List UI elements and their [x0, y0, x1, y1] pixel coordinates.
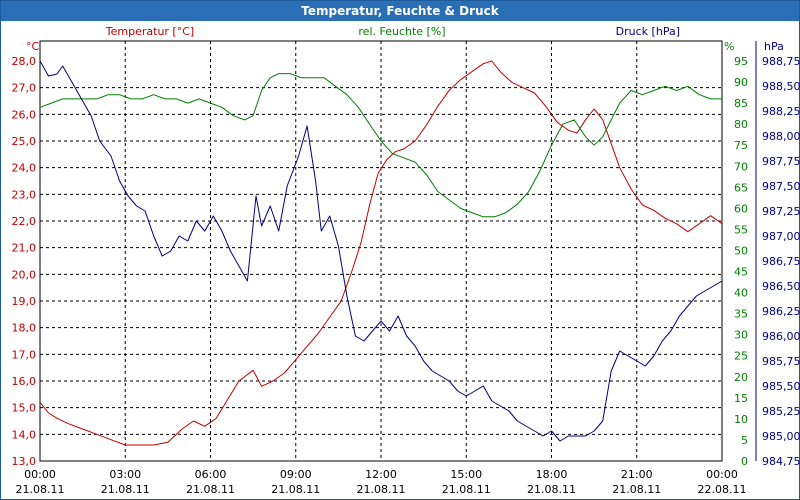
- plot-frame: [39, 40, 723, 462]
- humidity-tick-label: 0: [741, 455, 748, 468]
- humidity-tick-label: 65: [734, 181, 748, 194]
- x-tick-time: 00:00: [24, 468, 56, 481]
- x-tick-time: 06:00: [195, 468, 227, 481]
- pressure-tick-label: 987,25: [762, 205, 800, 218]
- humidity-tick-label: 80: [734, 118, 748, 131]
- pressure-tick-label: 987,00: [762, 230, 800, 243]
- humidity-tick-label: 45: [734, 266, 748, 279]
- humidity-tick-label: 35: [734, 308, 748, 321]
- x-tick-time: 03:00: [109, 468, 141, 481]
- humidity-tick-label: 55: [734, 223, 748, 236]
- temperature-tick-label: 15,0: [12, 402, 37, 415]
- pressure-tick-label: 988,50: [762, 80, 800, 93]
- humidity-tick-label: 70: [734, 160, 748, 173]
- temperature-tick-label: 22,0: [12, 215, 37, 228]
- temperature-tick-label: 16,0: [12, 375, 37, 388]
- temperature-tick-label: 27,0: [12, 82, 37, 95]
- temperature-tick-label: 13,0: [12, 455, 37, 468]
- axis-titles: °C Temperatur [°C] rel. Feuchte [%] Druc…: [26, 25, 784, 53]
- x-tick-date: 21.08.11: [612, 483, 661, 496]
- temperature-tick-label: 19,0: [12, 295, 37, 308]
- pressure-tick-label: 985,25: [762, 405, 800, 418]
- temperature-tick-label: 14,0: [12, 428, 37, 441]
- pressure-tick-label: 985,50: [762, 380, 800, 393]
- x-tick-time: 00:00: [706, 468, 738, 481]
- x-tick-date: 21.08.11: [442, 483, 491, 496]
- temperature-tick-label: 21,0: [12, 242, 37, 255]
- humidity-tick-label: 20: [734, 371, 748, 384]
- x-tick-time: 09:00: [280, 468, 312, 481]
- x-tick-time: 15:00: [450, 468, 482, 481]
- humidity-tick-label: 15: [734, 392, 748, 405]
- temperature-tick-label: 20,0: [12, 268, 37, 281]
- humidity-ticks: 0 5 10 15 20 25 30 35 40 45 50 55 60 65 70 75 80 85 90 95: [734, 55, 748, 468]
- temperature-unit-label: °C: [26, 40, 40, 53]
- humidity-tick-label: 85: [734, 97, 748, 110]
- pressure-tick-label: 987,50: [762, 180, 800, 193]
- pressure-tick-label: 986,75: [762, 255, 800, 268]
- x-tick-date: 21.08.11: [357, 483, 406, 496]
- pressure-tick-label: 988,25: [762, 105, 800, 118]
- humidity-tick-label: 95: [734, 55, 748, 68]
- series-lines: [39, 60, 723, 446]
- x-tick-date: 21.08.11: [101, 483, 150, 496]
- humidity-tick-label: 90: [734, 76, 748, 89]
- x-tick-date: 21.08.11: [186, 483, 235, 496]
- pressure-tick-label: 987,75: [762, 155, 800, 168]
- x-axis-ticks: 00:00 21.08.11 03:00 21.08.11 06:00 21.08.11 0…: [16, 468, 747, 496]
- x-tick-date: 22.08.11: [698, 483, 747, 496]
- pressure-tick-label: 988,00: [762, 130, 800, 143]
- humidity-tick-label: 25: [734, 350, 748, 363]
- grid-lines: [40, 41, 722, 461]
- humidity-tick-label: 5: [741, 434, 748, 447]
- pressure-unit-label: hPa: [764, 40, 784, 53]
- temperature-tick-label: 23,0: [12, 188, 37, 201]
- temperature-tick-label: 25,0: [12, 135, 37, 148]
- temperature-tick-label: 18,0: [12, 322, 37, 335]
- temperature-tick-label: 24,0: [12, 162, 37, 175]
- series-line-temperature: [39, 60, 723, 446]
- pressure-tick-label: 988,75: [762, 55, 800, 68]
- series-line-humidity: [39, 73, 722, 218]
- x-tick-date: 21.08.11: [527, 483, 576, 496]
- humidity-tick-label: 30: [734, 329, 748, 342]
- humidity-unit-label: %: [724, 40, 734, 53]
- pressure-tick-label: 984,75: [762, 455, 800, 468]
- pressure-tick-label: 986,50: [762, 280, 800, 293]
- pressure-tick-label: 986,25: [762, 305, 800, 318]
- temperature-tick-label: 28,0: [12, 55, 37, 68]
- pressure-tick-label: 985,75: [762, 355, 800, 368]
- temperature-tick-label: 17,0: [12, 348, 37, 361]
- humidity-tick-label: 75: [734, 139, 748, 152]
- pressure-ticks: 984,75 985,00 985,25 985,50 985,75 986,00 986,…: [755, 41, 800, 468]
- series-line-pressure: [39, 60, 723, 442]
- pressure-tick-label: 985,00: [762, 430, 800, 443]
- humidity-tick-label: 50: [734, 244, 748, 257]
- temperature-axis-title: Temperatur [°C]: [105, 25, 194, 38]
- humidity-tick-label: 40: [734, 287, 748, 300]
- temperature-ticks: 13,0 14,0 15,0 16,0 17,0 18,0 19,0 20,0 21,0 22,0…: [12, 55, 37, 468]
- x-tick-time: 12:00: [365, 468, 397, 481]
- chart-title: Temperatur, Feuchte & Druck: [1, 1, 799, 21]
- humidity-tick-label: 60: [734, 202, 748, 215]
- x-tick-time: 18:00: [536, 468, 568, 481]
- pressure-axis-title: Druck [hPa]: [616, 25, 680, 38]
- humidity-tick-label: 10: [734, 413, 748, 426]
- pressure-tick-label: 986,00: [762, 330, 800, 343]
- x-tick-date: 21.08.11: [271, 483, 320, 496]
- temperature-tick-label: 26,0: [12, 108, 37, 121]
- x-tick-time: 21:00: [621, 468, 653, 481]
- x-tick-date: 21.08.11: [16, 483, 65, 496]
- humidity-axis-title: rel. Feuchte [%]: [358, 25, 445, 38]
